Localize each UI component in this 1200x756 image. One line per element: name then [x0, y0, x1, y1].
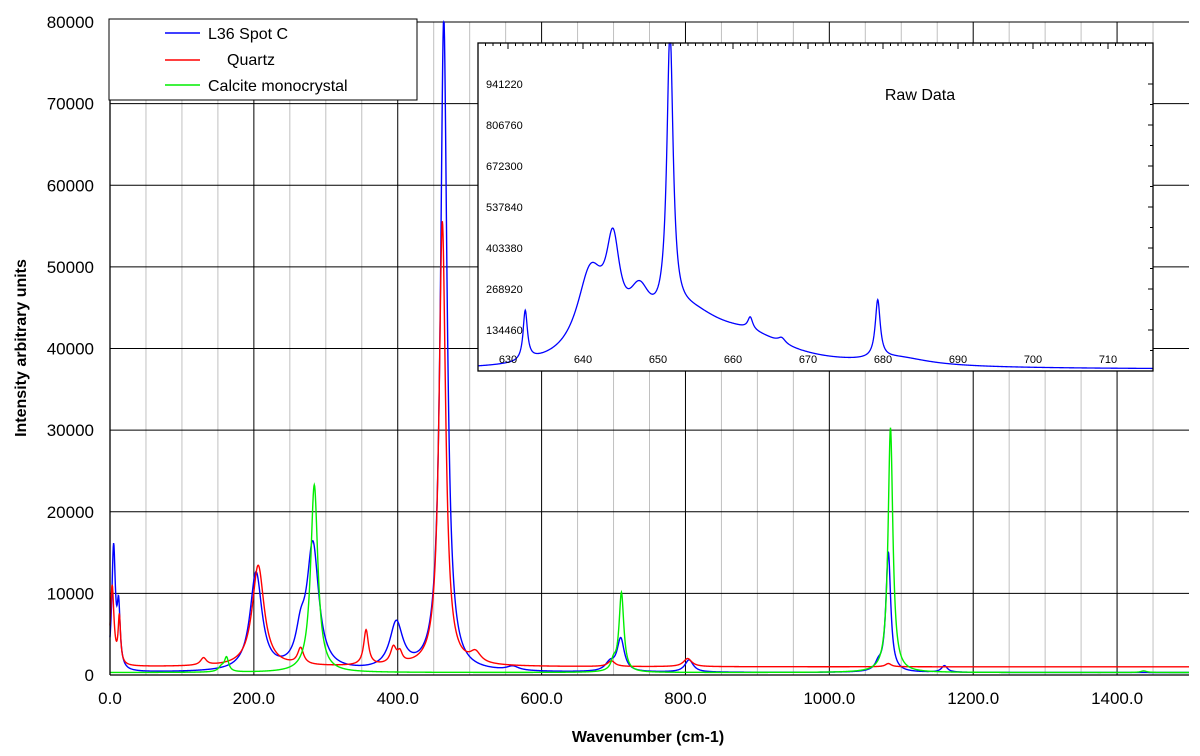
x-axis-label: Wavenumber (cm-1)	[572, 729, 724, 746]
inset-y-tick-label: 268920	[486, 284, 523, 296]
inset-title: Raw Data	[885, 87, 955, 104]
inset-y-tick-label: 672300	[486, 161, 523, 173]
inset-y-tick-label: 941220	[486, 79, 523, 91]
x-tick-label: 1200.0	[947, 689, 999, 708]
inset-x-tick-label: 690	[949, 354, 967, 366]
y-tick-label: 60000	[47, 176, 94, 195]
x-tick-label: 1400.0	[1091, 689, 1143, 708]
y-tick-label: 40000	[47, 340, 94, 359]
legend: L36 Spot C Quartz Calcite monocrystal	[108, 18, 418, 101]
y-tick-label: 0	[85, 666, 94, 685]
inset-y-tick-label: 806760	[486, 120, 523, 132]
inset-x-tick-label: 640	[574, 354, 592, 366]
inset-axes: 134460 268920 403380 537840 672300 806760 9412…	[477, 43, 1154, 366]
inset-frame	[477, 42, 1154, 372]
x-tick-label: 0.0	[98, 689, 122, 708]
x-tick-label: 200.0	[233, 689, 276, 708]
y-tick-label: 70000	[47, 95, 94, 114]
legend-label-quartz: Quartz	[227, 52, 275, 69]
inset-x-tick-label: 660	[724, 354, 742, 366]
inset-series-line	[477, 42, 1153, 370]
inset-raw-data-chart: 134460 268920 403380 537840 672300 806760 9412…	[477, 42, 1154, 372]
inset-x-tick-label: 630	[499, 354, 517, 366]
y-tick-label: 30000	[47, 421, 94, 440]
inset-x-tick-label: 700	[1024, 354, 1042, 366]
x-tick-label: 600.0	[520, 689, 563, 708]
x-tick-label: 800.0	[664, 689, 707, 708]
legend-box	[108, 18, 418, 101]
y-tick-label: 10000	[47, 584, 94, 603]
inset-background	[478, 43, 1153, 371]
y-tick-label: 50000	[47, 258, 94, 277]
inset-x-tick-label: 650	[649, 354, 667, 366]
inset-x-tick-label: 670	[799, 354, 817, 366]
x-tick-label: 400.0	[376, 689, 419, 708]
y-axis-label: Intensity arbitrary units	[13, 259, 30, 437]
series-line-2	[110, 427, 1189, 674]
y-tick-label: 20000	[47, 503, 94, 522]
y-tick-label: 80000	[47, 13, 94, 32]
inset-y-tick-label: 134460	[486, 325, 523, 337]
legend-label-calcite: Calcite monocrystal	[208, 78, 348, 95]
legend-label-l36: L36 Spot C	[208, 26, 288, 43]
inset-y-tick-label: 403380	[486, 243, 523, 255]
inset-x-tick-label: 710	[1099, 354, 1117, 366]
inset-x-tick-label: 680	[874, 354, 892, 366]
x-tick-label: 1000.0	[803, 689, 855, 708]
series-line-1	[109, 221, 1189, 668]
main-series-lines	[109, 19, 1189, 674]
main-axes: 0 10000 20000 30000 40000 50000 60000 70000 8000…	[47, 13, 1189, 708]
inset-y-tick-label: 537840	[486, 202, 523, 214]
inset-series-line-0	[477, 42, 1153, 370]
